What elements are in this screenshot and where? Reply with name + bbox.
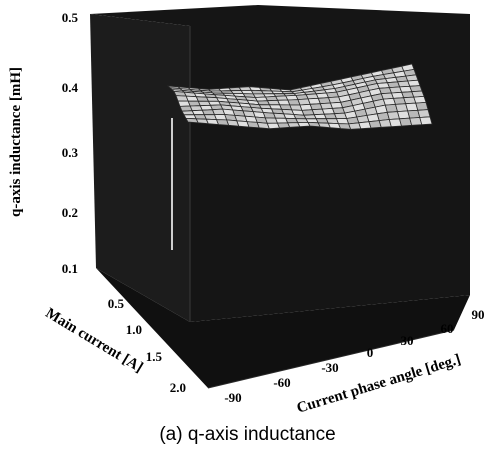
surface-mesh	[166, 63, 433, 130]
surface-cell	[417, 109, 431, 118]
z-tick-label: 0.3	[62, 145, 79, 160]
x-tick-label: -30	[321, 360, 338, 375]
z-tick-label: 0.1	[62, 261, 78, 276]
y-tick-label: 1.0	[126, 322, 142, 337]
floor-front-edge	[207, 329, 455, 389]
x-tick-label: 0	[367, 345, 374, 360]
back-wall-left	[90, 14, 190, 322]
floor-panel	[96, 268, 470, 388]
surface-cell	[419, 116, 433, 126]
y-tick-label: 2.0	[170, 380, 186, 395]
z-tick-label: 0.5	[62, 10, 79, 25]
z-tick-label: 0.4	[62, 80, 79, 95]
y-tick-label: 0.5	[108, 296, 125, 311]
y-tick-label: 1.5	[146, 349, 163, 364]
x-tick-label: 30	[401, 333, 414, 348]
figure-caption: (a) q-axis inductance	[159, 424, 336, 445]
x-tick-label: -60	[273, 375, 290, 390]
surface-cell	[413, 95, 427, 104]
z-tick-label: 0.2	[62, 205, 78, 220]
surface-chart: 0.1 0.2 0.3 0.4 0.5 0.5 1.0 1.5 2.0 -90 …	[8, 5, 485, 417]
surface-cell	[415, 101, 429, 111]
x-tick-label: -90	[224, 390, 241, 405]
x-tick-label: 60	[441, 321, 454, 336]
y-axis-title: Main current [A]	[43, 305, 146, 376]
z-axis-title: q-axis inductance [mH]	[8, 67, 24, 217]
x-tick-label: 90	[472, 307, 485, 322]
